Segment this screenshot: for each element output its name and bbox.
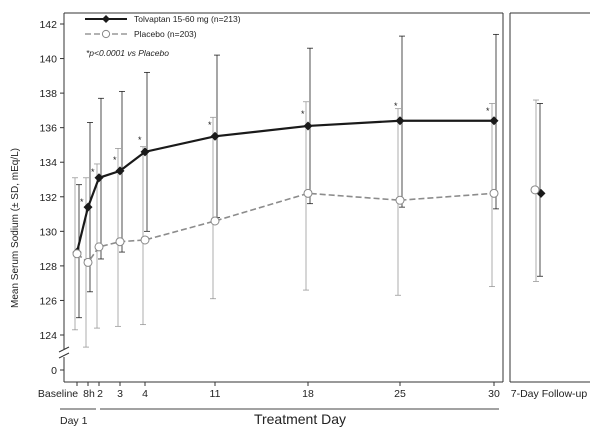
x-tick-label: Baseline <box>38 388 78 400</box>
significance-star: * <box>301 109 305 119</box>
legend-marker-tolvaptan <box>102 15 110 23</box>
legend-marker-placebo <box>101 29 111 39</box>
y-axis-break-lower <box>58 352 70 359</box>
significance-note: *p<0.0001 vs Placebo <box>86 48 169 58</box>
x-axis-title: Treatment Day <box>254 411 346 427</box>
chart-axes <box>58 12 590 383</box>
legend: Tolvaptan 15-60 mg (n=213) Placebo (n=20… <box>85 14 241 58</box>
x-tick-label: 30 <box>488 388 500 400</box>
y-tick-label: 0 <box>51 365 57 377</box>
placebo-point <box>530 185 540 195</box>
x-tick-label: 7-Day Follow-up <box>511 388 588 400</box>
y-tick-labels: 0 124 126 128 130 132 134 136 138 140 142 <box>39 19 64 377</box>
tolvaptan-point <box>303 121 313 131</box>
x-tick-label: 2 <box>97 388 103 400</box>
y-tick-label: 138 <box>39 88 57 100</box>
tolvaptan-point <box>83 202 93 212</box>
y-tick-label: 128 <box>39 261 57 273</box>
significance-star: * <box>91 167 95 177</box>
y-tick-label: 130 <box>39 226 57 238</box>
placebo-point <box>115 237 125 247</box>
x-tick-label: 25 <box>394 388 406 400</box>
placebo-point <box>489 188 499 198</box>
significance-star: * <box>394 101 398 111</box>
day1-label: Day 1 <box>60 415 88 427</box>
tolvaptan-point <box>489 116 499 126</box>
y-tick-label: 136 <box>39 123 57 135</box>
y-axis-label: Mean Serum Sodium (± SD, mEq/L) <box>10 148 21 308</box>
tolvaptan-point <box>210 131 220 141</box>
legend-label-placebo: Placebo (n=203) <box>134 29 197 39</box>
x-tick-labels: Baseline 8h 2 3 4 11 18 25 30 7-Day Follow-up <box>38 382 588 400</box>
placebo-point <box>395 195 405 205</box>
y-tick-label: 134 <box>39 157 57 169</box>
x-tick-label: 18 <box>302 388 314 400</box>
x-tick-label: 8h <box>83 388 95 400</box>
tolvaptan-point <box>140 147 150 157</box>
placebo-point <box>303 188 313 198</box>
y-tick-label: 132 <box>39 192 57 204</box>
placebo-line <box>76 192 495 264</box>
significance-star: * <box>138 135 142 145</box>
placebo-point <box>83 257 93 267</box>
data-series <box>72 33 546 348</box>
legend-label-tolvaptan: Tolvaptan 15-60 mg (n=213) <box>134 14 241 24</box>
placebo-point <box>210 216 220 226</box>
y-axis-break-upper <box>58 346 70 353</box>
x-tick-label: 3 <box>117 388 123 400</box>
significance-star: * <box>208 120 212 130</box>
significance-star: * <box>113 155 117 165</box>
x-tick-label: 11 <box>210 388 221 400</box>
y-tick-label: 140 <box>39 54 57 66</box>
placebo-point <box>72 249 82 259</box>
tolvaptan-point <box>115 166 125 176</box>
x-tick-label: 4 <box>142 388 148 400</box>
y-tick-label: 124 <box>39 330 57 342</box>
significance-star: * <box>80 197 84 207</box>
y-tick-label: 126 <box>39 295 57 307</box>
significance-star: * <box>486 106 490 116</box>
y-tick-label: 142 <box>39 19 57 31</box>
tolvaptan-point <box>94 173 104 183</box>
placebo-point <box>94 242 104 252</box>
placebo-point <box>140 235 150 245</box>
tolvaptan-point <box>395 116 405 126</box>
significance-markers: * * * * * * * * <box>80 101 490 207</box>
